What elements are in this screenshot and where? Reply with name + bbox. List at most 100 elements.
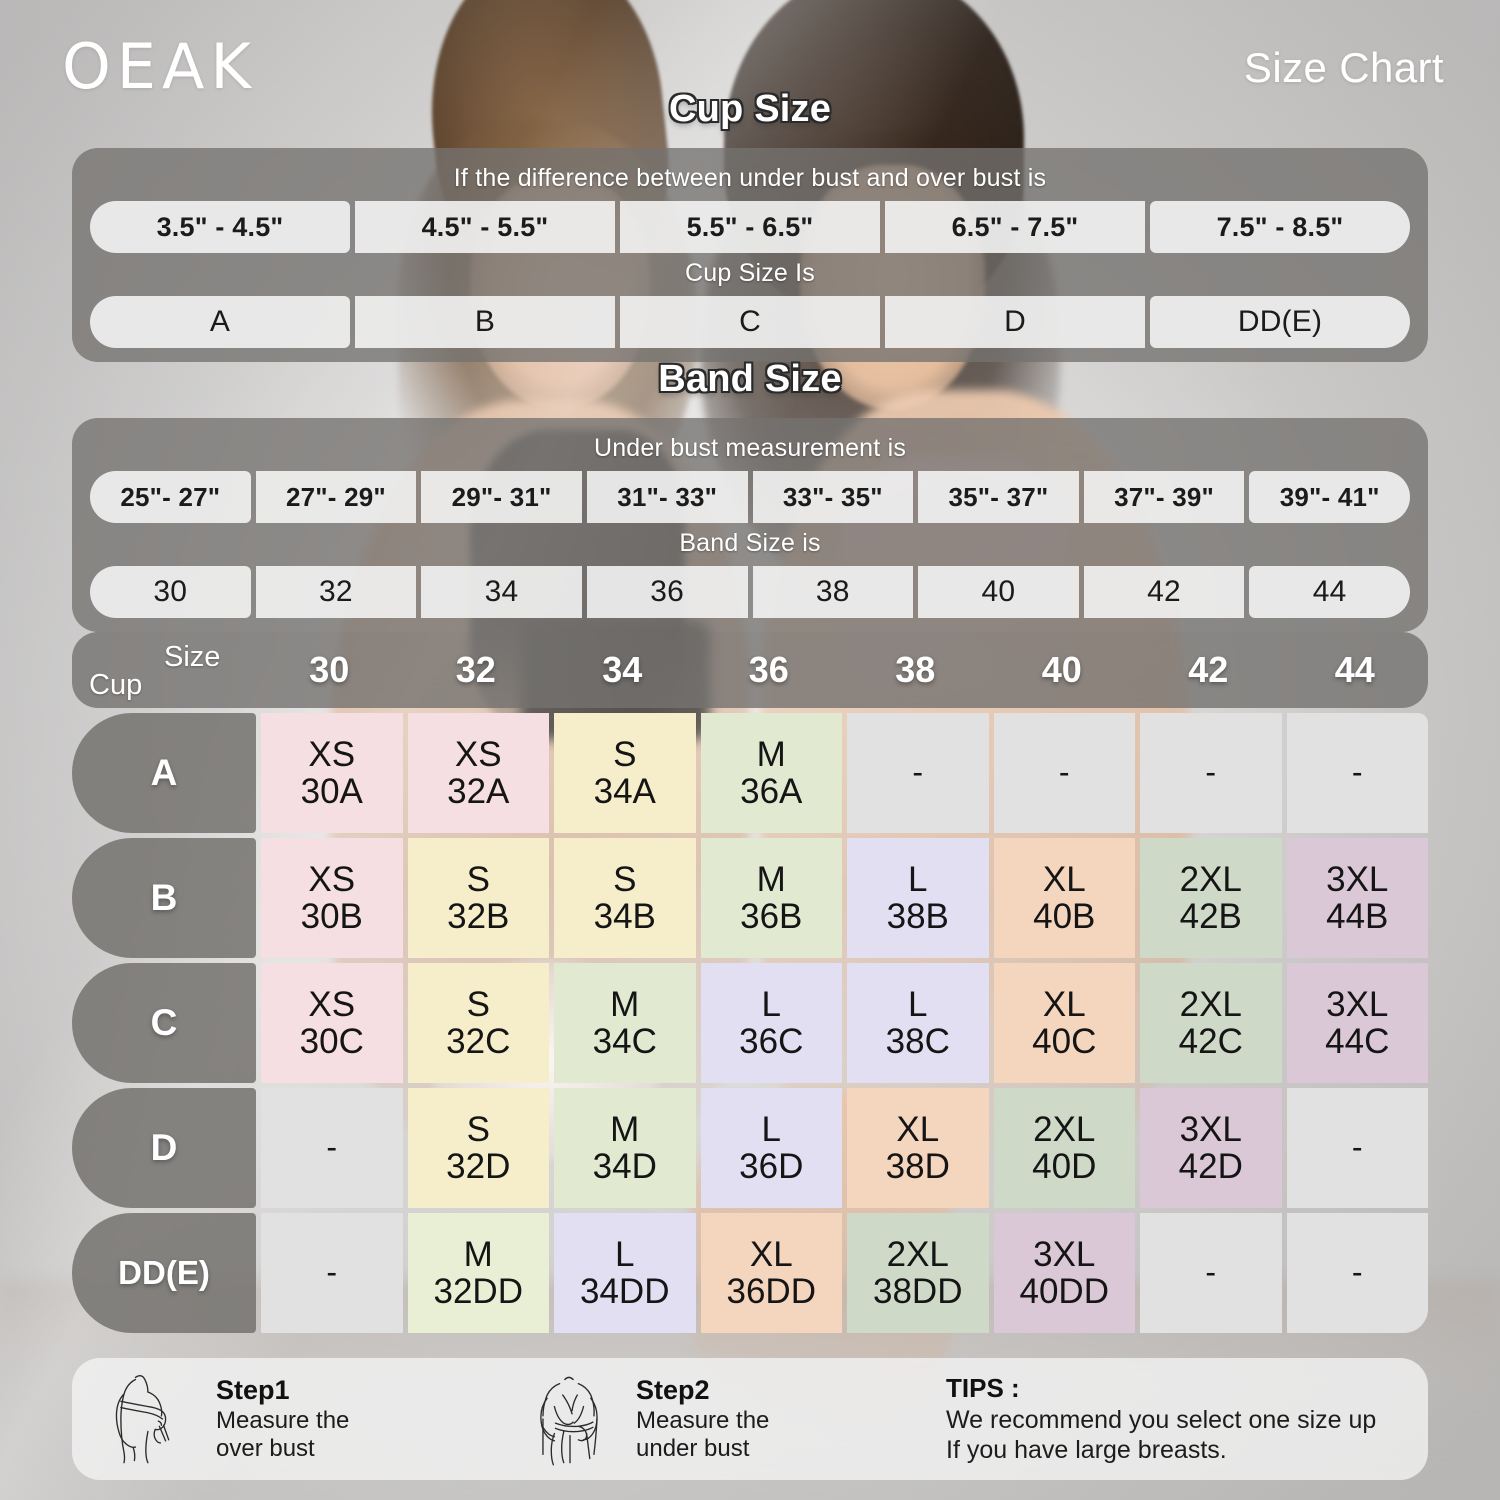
matrix-cell-band: 40C bbox=[1032, 1022, 1097, 1061]
cup-range-cell-0: 3.5" - 4.5" bbox=[90, 201, 350, 253]
matrix-cell-band: 44B bbox=[1326, 897, 1389, 936]
matrix-cell-size: M bbox=[463, 1234, 493, 1274]
matrix-cell-size: - bbox=[326, 1254, 338, 1291]
matrix-cell-size: M bbox=[610, 1109, 640, 1149]
matrix-cell-size: S bbox=[466, 859, 490, 899]
matrix-cell-32-D: S 32D bbox=[407, 1088, 549, 1208]
matrix-row-cells: XS 30B S 32B S 34B M 36B L 38B XL 40B 2XL 42B 3XL 44B bbox=[261, 838, 1428, 958]
matrix-cell-band: 36C bbox=[739, 1022, 804, 1061]
matrix-cell-size: L bbox=[908, 984, 928, 1024]
matrix-cell-size: XS bbox=[308, 984, 356, 1024]
step1-line1: Measure the bbox=[216, 1406, 350, 1434]
matrix-row: C XS 30C S 32C M 34C L 36C L 38C XL 40C 2XL 42C 3XL 44C bbox=[72, 963, 1428, 1083]
matrix-row-cells: XS 30C S 32C M 34C L 36C L 38C XL 40C 2XL 42C 3XL 44C bbox=[261, 963, 1428, 1083]
matrix-cell-32-B: S 32B bbox=[407, 838, 549, 958]
matrix-cell-band: 42B bbox=[1179, 897, 1242, 936]
cup-range-cell-4: 7.5" - 8.5" bbox=[1150, 201, 1410, 253]
under-bust-measure-icon bbox=[518, 1367, 622, 1471]
band-range-cell-4: 33"- 35" bbox=[752, 471, 914, 523]
matrix-cell-band: 40DD bbox=[1019, 1272, 1109, 1311]
matrix-cell-36-A: M 36A bbox=[700, 713, 842, 833]
matrix-cell-40-B: XL 40B bbox=[993, 838, 1135, 958]
matrix-cell-34-D: M 34D bbox=[554, 1088, 696, 1208]
matrix-row: B XS 30B S 32B S 34B M 36B L 38B XL 40B 2XL 42B 3XL 44B bbox=[72, 838, 1428, 958]
matrix-row: DD(E) - M 32DD L 34DD XL 36DD 2XL 38DD 3XL 40DD - - bbox=[72, 1213, 1428, 1333]
matrix-cell-size: L bbox=[908, 859, 928, 899]
matrix-col-header-36: 36 bbox=[748, 649, 789, 690]
band-caption-bottom: Band Size is bbox=[679, 529, 821, 557]
matrix-col-header-32: 32 bbox=[455, 649, 496, 690]
matrix-cell-band: 30B bbox=[300, 897, 363, 936]
matrix-cell-size: S bbox=[466, 984, 490, 1024]
matrix-cell-band: 42C bbox=[1178, 1022, 1243, 1061]
cup-size-heading: Cup Size bbox=[668, 88, 832, 130]
cup-caption-top: If the difference between under bust and… bbox=[453, 164, 1047, 192]
cup-value-cell-0: A bbox=[90, 296, 350, 348]
matrix-cell-size: - bbox=[1351, 1129, 1363, 1166]
step2-text: Step2 Measure the under bust bbox=[636, 1375, 769, 1463]
matrix-cell-size: - bbox=[1351, 754, 1363, 791]
matrix-cell-size: XS bbox=[308, 859, 356, 899]
matrix-header-row: Size Cup 30 32 34 36 38 40 42 44 bbox=[72, 632, 1428, 708]
matrix-cell-40-DDE: 3XL 40DD bbox=[993, 1213, 1135, 1333]
matrix-cell-30-A: XS 30A bbox=[261, 713, 403, 833]
matrix-cell-42-D: 3XL 42D bbox=[1140, 1088, 1282, 1208]
band-range-cell-1: 27"- 29" bbox=[255, 471, 417, 523]
step1-block: Step1 Measure the over bust bbox=[72, 1367, 492, 1471]
matrix-corner-cup-label: Cup bbox=[89, 669, 143, 701]
matrix-col-header-44: 44 bbox=[1334, 649, 1375, 690]
matrix-cell-40-A: - bbox=[993, 713, 1135, 833]
matrix-cell-size: 3XL bbox=[1326, 984, 1389, 1024]
matrix-cell-size: M bbox=[756, 734, 786, 774]
matrix-row-label-C: C bbox=[72, 963, 256, 1083]
matrix-cell-band: 34D bbox=[592, 1147, 657, 1186]
matrix-row-label-B: B bbox=[72, 838, 256, 958]
band-value-cell-6: 42 bbox=[1083, 566, 1245, 618]
matrix-cell-32-C: S 32C bbox=[407, 963, 549, 1083]
matrix-row-cells: XS 30A XS 32A S 34A M 36A - - - - bbox=[261, 713, 1428, 833]
matrix-cell-size: XL bbox=[1042, 984, 1086, 1024]
matrix-cell-size: XL bbox=[749, 1234, 793, 1274]
matrix-cell-size: L bbox=[761, 1109, 781, 1149]
matrix-cell-size: - bbox=[912, 754, 924, 791]
matrix-cell-band: 32B bbox=[447, 897, 510, 936]
matrix-cell-band: 30A bbox=[300, 772, 363, 811]
matrix-cell-size: XS bbox=[308, 734, 356, 774]
cup-caption-bottom: Cup Size Is bbox=[684, 259, 816, 287]
matrix-cell-size: S bbox=[613, 734, 637, 774]
band-value-cell-1: 32 bbox=[255, 566, 417, 618]
footer-bar: Step1 Measure the over bust bbox=[72, 1358, 1428, 1480]
step1-line2: over bust bbox=[216, 1434, 315, 1462]
matrix-cell-40-D: 2XL 40D bbox=[993, 1088, 1135, 1208]
band-value-row: 30 32 34 36 38 40 42 44 bbox=[90, 566, 1410, 618]
matrix-col-header-38: 38 bbox=[895, 649, 936, 690]
matrix-cell-band: 32DD bbox=[433, 1272, 523, 1311]
step2-title: Step2 bbox=[636, 1374, 710, 1405]
tips-line1: We recommend you select one size up bbox=[946, 1405, 1377, 1434]
matrix-cell-band: 40B bbox=[1033, 897, 1096, 936]
matrix-cell-band: 32C bbox=[446, 1022, 511, 1061]
matrix-cell-size: L bbox=[761, 984, 781, 1024]
matrix-cell-band: 44C bbox=[1325, 1022, 1390, 1061]
matrix-cell-size: L bbox=[615, 1234, 635, 1274]
matrix-row-label-DDE: DD(E) bbox=[72, 1213, 256, 1333]
matrix-cell-38-D: XL 38D bbox=[847, 1088, 989, 1208]
matrix-cell-band: 36DD bbox=[726, 1272, 816, 1311]
matrix-cell-38-A: - bbox=[847, 713, 989, 833]
matrix-cell-36-D: L 36D bbox=[700, 1088, 842, 1208]
matrix-cell-band: 34DD bbox=[580, 1272, 670, 1311]
matrix-cell-band: 36B bbox=[740, 897, 803, 936]
matrix-row-label-D: D bbox=[72, 1088, 256, 1208]
band-caption-top: Under bust measurement is bbox=[593, 434, 907, 462]
page-title: Size Chart bbox=[1243, 44, 1444, 91]
matrix-cell-size: 3XL bbox=[1326, 859, 1389, 899]
matrix-corner-size-label: Size bbox=[164, 641, 221, 673]
matrix-cell-34-B: S 34B bbox=[554, 838, 696, 958]
matrix-row-cells: - M 32DD L 34DD XL 36DD 2XL 38DD 3XL 40DD - - bbox=[261, 1213, 1428, 1333]
matrix-cell-size: - bbox=[1058, 754, 1070, 791]
band-size-panel: Under bust measurement is 25"- 27" 27"- 2… bbox=[72, 418, 1428, 632]
matrix-cell-band: 34A bbox=[593, 772, 656, 811]
cup-value-row: A B C D DD(E) bbox=[90, 296, 1410, 348]
matrix-cell-band: 38C bbox=[885, 1022, 950, 1061]
matrix-row: A XS 30A XS 32A S 34A M 36A - - - - bbox=[72, 713, 1428, 833]
